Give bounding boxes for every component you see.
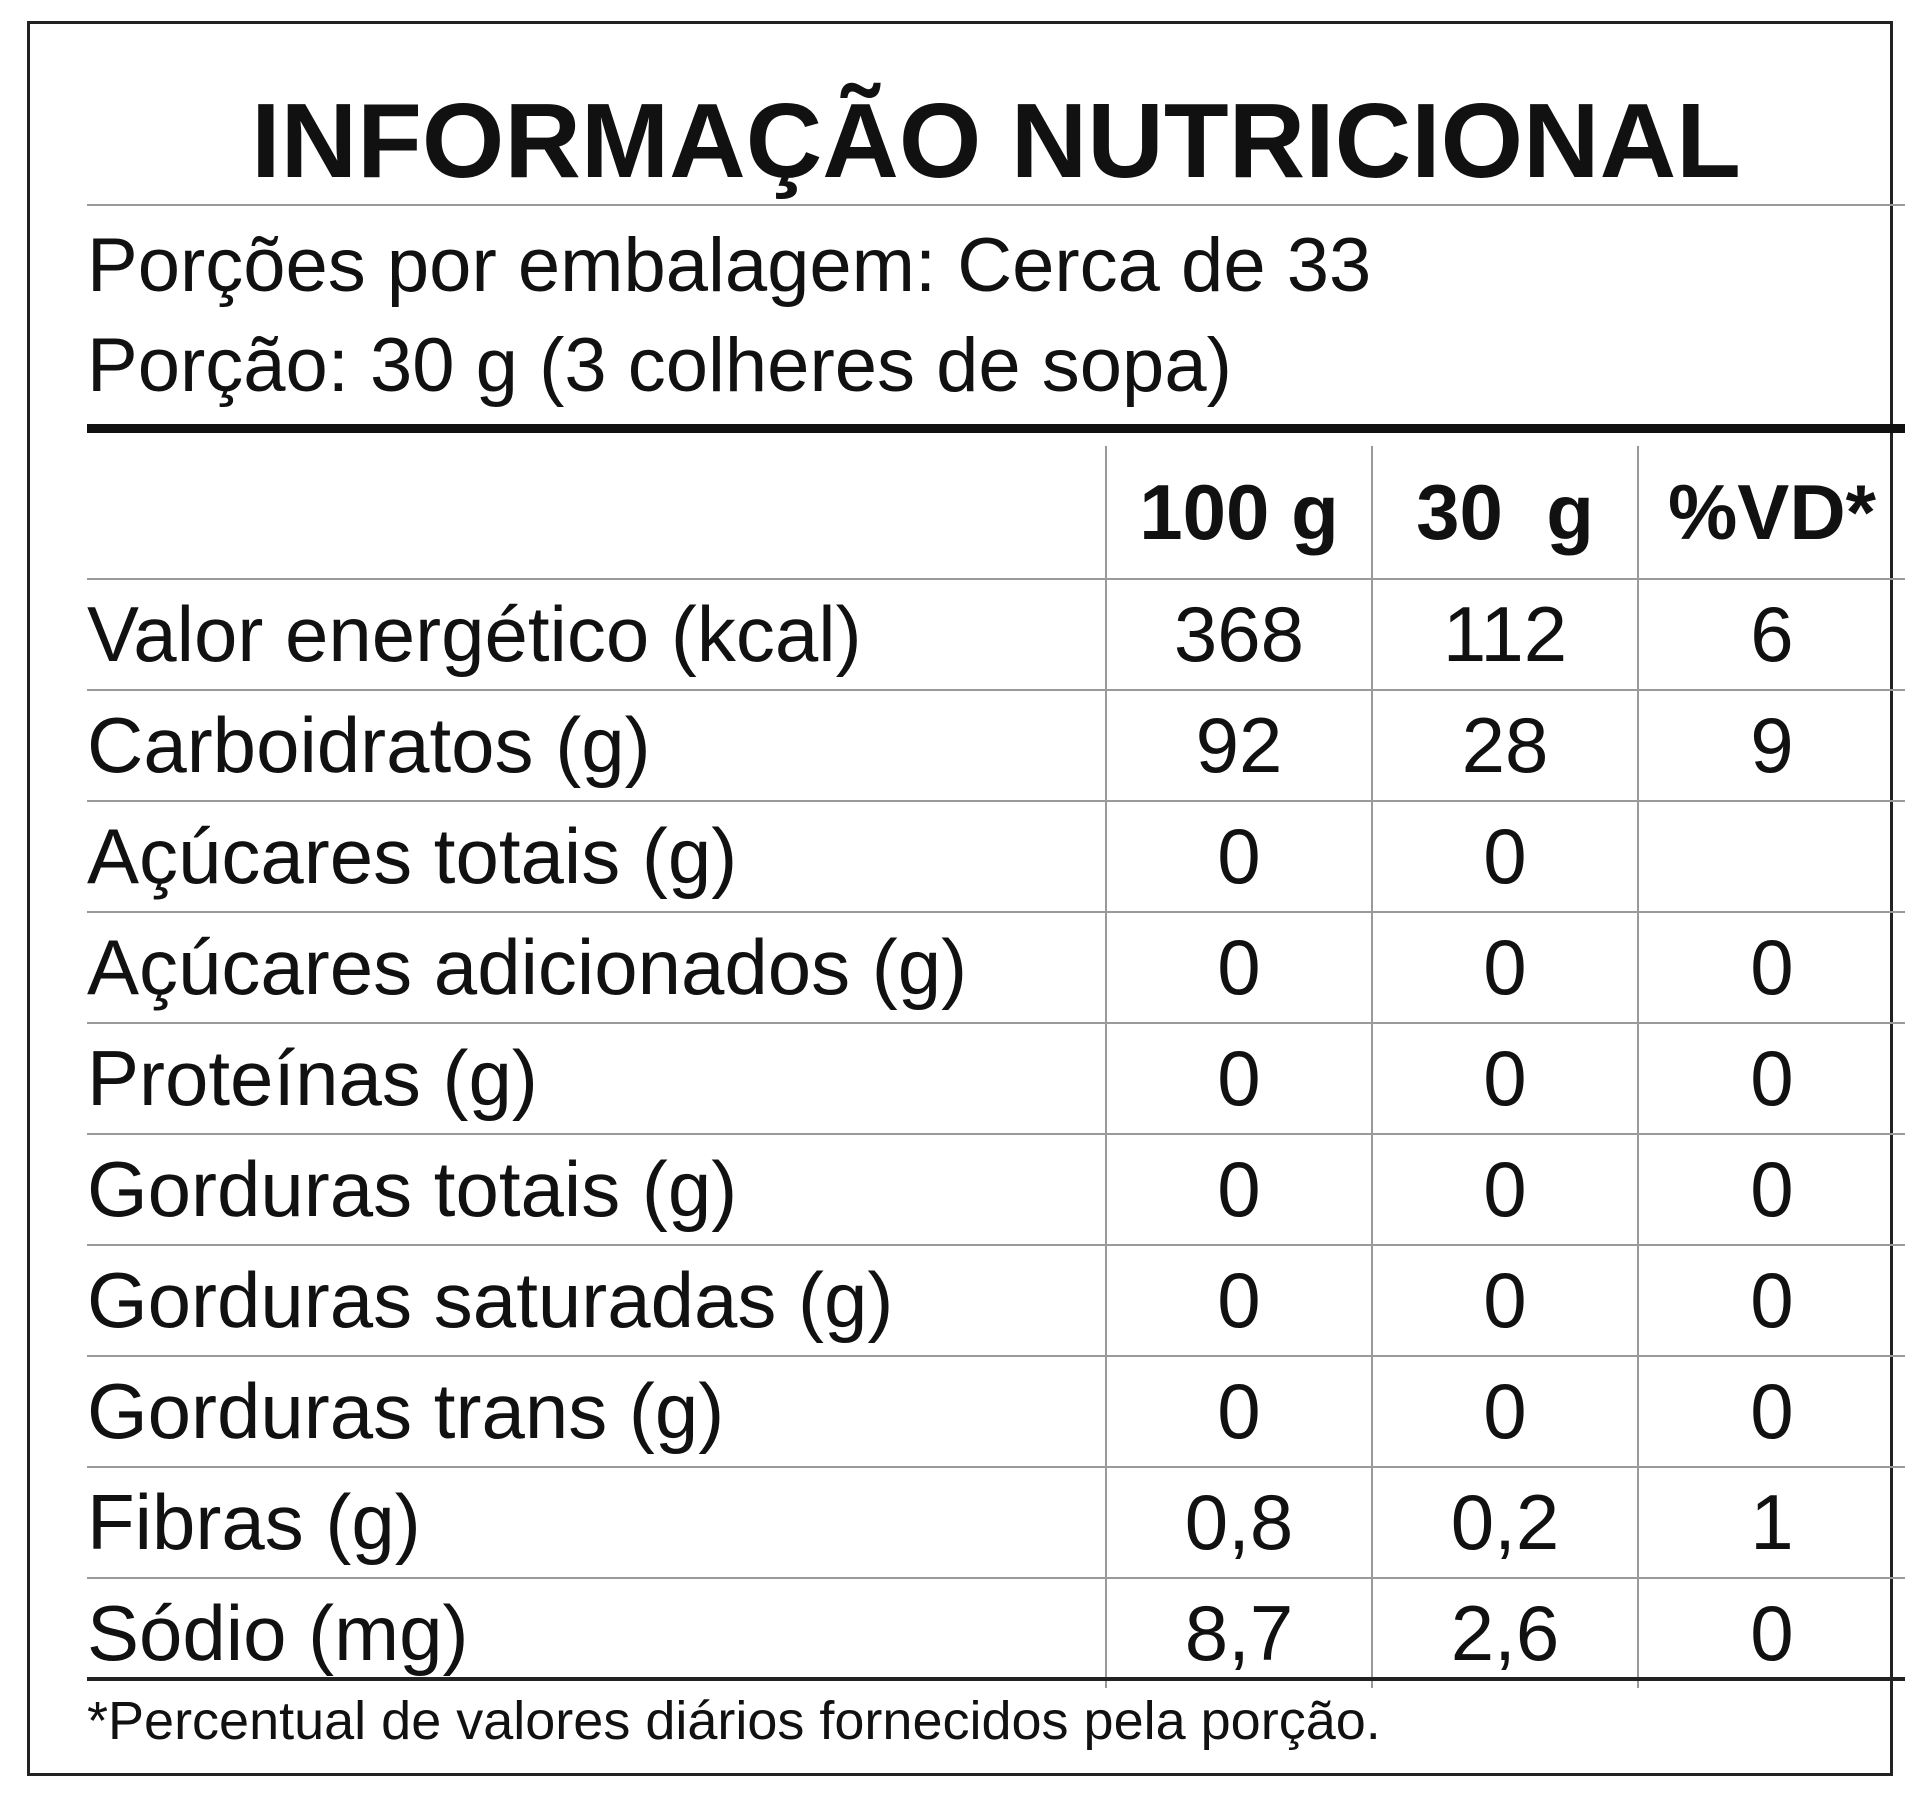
- value-100g: 0: [1105, 801, 1372, 913]
- table-row: Carboidratos (g) 92 28 9: [87, 690, 1905, 802]
- nutrition-label: INFORMAÇÃO NUTRICIONAL Porções por embal…: [27, 21, 1905, 1776]
- table-row: Sódio (mg) 8,7 2,6 0: [87, 1578, 1905, 1688]
- value-30g: 0: [1371, 1023, 1638, 1135]
- value-100g: 0: [1105, 1134, 1372, 1246]
- table-row: Proteínas (g) 0 0 0: [87, 1023, 1905, 1135]
- nutrient-name: Gorduras totais (g): [87, 1134, 1106, 1246]
- value-100g: 368: [1105, 579, 1372, 691]
- nutrition-table: 100 g 30 g %VD* Valor energético (kcal) 3…: [87, 446, 1905, 1688]
- value-vd: [1637, 801, 1905, 913]
- nutrient-name: Proteínas (g): [87, 1023, 1106, 1135]
- value-100g: 0,8: [1105, 1467, 1372, 1579]
- table-row: Valor energético (kcal) 368 112 6: [87, 579, 1905, 691]
- column-header-vd: %VD*: [1637, 446, 1905, 580]
- value-30g: 28: [1371, 690, 1638, 802]
- label-title: INFORMAÇÃO NUTRICIONAL: [251, 82, 1741, 200]
- value-vd: 1: [1637, 1467, 1905, 1579]
- nutrient-name: Sódio (mg): [87, 1589, 469, 1677]
- value-vd: 6: [1637, 579, 1905, 691]
- table-header-row: 100 g 30 g %VD*: [87, 446, 1905, 580]
- header-blank-cell: [87, 446, 1106, 580]
- nutrient-name: Fibras (g): [87, 1467, 1106, 1579]
- nutrient-name: Açúcares adicionados (g): [87, 912, 1106, 1024]
- value-100g: 0: [1105, 1356, 1372, 1468]
- value-100g: 0: [1105, 1245, 1372, 1357]
- nutrient-name: Gorduras trans (g): [87, 1356, 1106, 1468]
- value-30g: 0,2: [1371, 1467, 1638, 1579]
- value-30g: 112: [1371, 579, 1638, 691]
- value-vd: 0: [1637, 1134, 1905, 1246]
- table-row: Gorduras saturadas (g) 0 0 0: [87, 1245, 1905, 1357]
- table-row: Fibras (g) 0,8 0,2 1: [87, 1467, 1905, 1579]
- value-vd: 0: [1637, 1023, 1905, 1135]
- table-row: Açúcares adicionados (g) 0 0 0: [87, 912, 1905, 1024]
- column-header-30g: 30 g: [1371, 446, 1638, 580]
- value-vd: 9: [1637, 690, 1905, 802]
- value-100g: 8,7: [1105, 1578, 1372, 1688]
- value-30g: 0: [1371, 1356, 1638, 1468]
- table-body: Valor energético (kcal) 368 112 6 Carboidrat…: [87, 579, 1905, 1688]
- footnote: *Percentual de valores diários fornecido…: [87, 1691, 1381, 1751]
- value-100g: 0: [1105, 1023, 1372, 1135]
- column-header-100g: 100 g: [1105, 446, 1372, 580]
- value-30g: 0: [1371, 1134, 1638, 1246]
- value-30g: 0: [1371, 801, 1638, 913]
- value-vd: 0: [1637, 912, 1905, 1024]
- table-row: Gorduras trans (g) 0 0 0: [87, 1356, 1905, 1468]
- title-divider: [87, 204, 1905, 206]
- value-vd: 0: [1637, 1578, 1905, 1688]
- value-100g: 0: [1105, 912, 1372, 1024]
- value-100g: 92: [1105, 690, 1372, 802]
- value-30g: 0: [1371, 912, 1638, 1024]
- footer-rule: [87, 1677, 1905, 1681]
- value-vd: 0: [1637, 1245, 1905, 1357]
- servings-per-package: Porções por embalagem: Cerca de 33: [87, 223, 1372, 308]
- nutrient-name: Valor energético (kcal): [87, 579, 1106, 691]
- nutrient-name: Gorduras saturadas (g): [87, 1245, 1106, 1357]
- value-30g: 2,6: [1371, 1578, 1638, 1688]
- serving-size: Porção: 30 g (3 colheres de sopa): [87, 323, 1232, 408]
- table-row: Açúcares totais (g) 0 0: [87, 801, 1905, 913]
- header-thick-rule: [87, 424, 1905, 433]
- nutrient-name: Carboidratos (g): [87, 690, 1106, 802]
- nutrient-name: Açúcares totais (g): [87, 801, 1106, 913]
- table-row: Gorduras totais (g) 0 0 0: [87, 1134, 1905, 1246]
- value-30g: 0: [1371, 1245, 1638, 1357]
- value-vd: 0: [1637, 1356, 1905, 1468]
